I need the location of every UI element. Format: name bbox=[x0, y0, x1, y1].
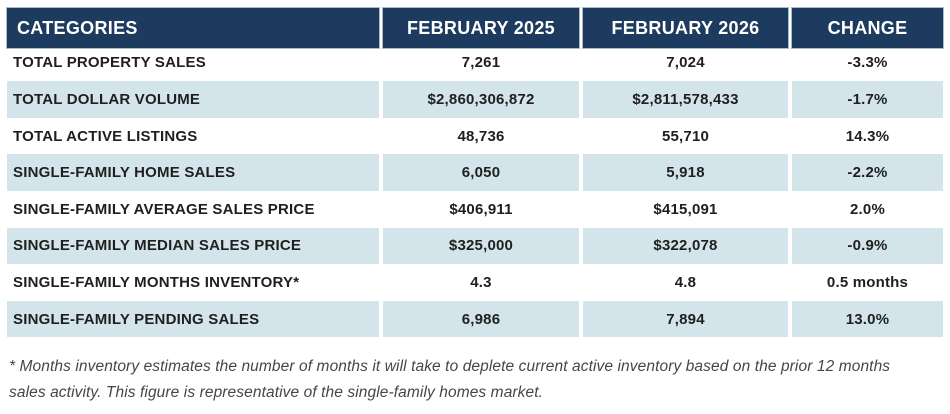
change-value: 13.0% bbox=[792, 300, 943, 338]
feb-2025-value: 7,261 bbox=[461, 54, 501, 72]
feb-2026-value: 4.8 bbox=[674, 273, 697, 291]
feb-2025-value: 4.3 bbox=[470, 273, 492, 291]
feb-2025-value: 48,736 bbox=[457, 127, 505, 145]
feb-2025-value: $406,911 bbox=[449, 200, 513, 218]
market-stats-table: CATEGORIES FEBRUARY 2025 FEBRUARY 2026 C… bbox=[7, 8, 943, 338]
change-value: -0.9% bbox=[792, 227, 943, 265]
change-value: 14.3% bbox=[845, 127, 890, 145]
category-label: TOTAL ACTIVE LISTINGS bbox=[13, 127, 198, 145]
feb-2026-value: 7,894 bbox=[583, 300, 788, 338]
change-value: 0.5 months bbox=[826, 273, 909, 291]
category-label: TOTAL PROPERTY SALES bbox=[13, 54, 206, 72]
months-inventory-footnote: * Months inventory estimates the number … bbox=[9, 358, 891, 401]
change-value: 2.0% bbox=[850, 200, 885, 218]
column-header-categories: CATEGORIES bbox=[7, 8, 379, 48]
feb-2026-value: $415,091 bbox=[653, 200, 718, 218]
category-label: SINGLE-FAMILY HOME SALES bbox=[7, 154, 379, 191]
category-label: SINGLE-FAMILY MONTHS INVENTORY* bbox=[13, 273, 300, 291]
feb-2026-value: $322,078 bbox=[583, 227, 788, 265]
change-value: -2.2% bbox=[792, 154, 943, 191]
feb-2026-value: $2,811,578,433 bbox=[583, 81, 788, 118]
category-label: SINGLE-FAMILY AVERAGE SALES PRICE bbox=[13, 200, 315, 218]
feb-2025-value: $2,860,306,872 bbox=[383, 81, 579, 118]
category-label: SINGLE-FAMILY PENDING SALES bbox=[7, 300, 379, 338]
change-value: -1.7% bbox=[792, 81, 943, 118]
feb-2026-value: 55,710 bbox=[661, 127, 710, 145]
column-header-february-2025: FEBRUARY 2025 bbox=[383, 8, 579, 48]
feb-2026-value: 7,024 bbox=[666, 54, 705, 72]
feb-2025-value: 6,050 bbox=[383, 154, 579, 191]
change-value: -3.3% bbox=[847, 54, 888, 72]
feb-2025-value: $325,000 bbox=[383, 227, 579, 265]
category-label: TOTAL DOLLAR VOLUME bbox=[7, 81, 379, 118]
column-header-change: CHANGE bbox=[792, 8, 943, 48]
feb-2025-value: 6,986 bbox=[383, 300, 579, 338]
category-label: SINGLE-FAMILY MEDIAN SALES PRICE bbox=[7, 227, 379, 265]
column-header-february-2026: FEBRUARY 2026 bbox=[583, 8, 788, 48]
feb-2026-value: 5,918 bbox=[583, 154, 788, 191]
